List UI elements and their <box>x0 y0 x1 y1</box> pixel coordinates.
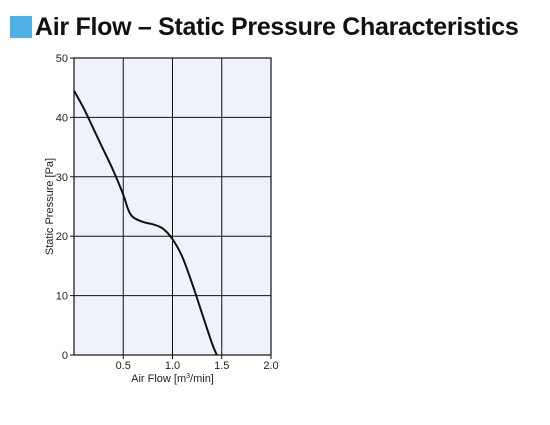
x-axis-label: Air Flow [m3/min] <box>131 373 214 385</box>
page-title: Air Flow – Static Pressure Characteristi… <box>35 12 519 41</box>
x-tick-label: 0.5 <box>116 360 131 372</box>
x-tick-label: 1.0 <box>165 360 180 372</box>
y-tick-label: 0 <box>62 350 68 362</box>
y-tick-label: 30 <box>56 172 68 184</box>
series-line <box>73 90 218 356</box>
chart-heading: Air Flow – Static Pressure Characteristi… <box>10 12 519 42</box>
y-axis-label: Static Pressure [Pa] <box>44 158 56 255</box>
y-tick-label: 20 <box>56 231 68 243</box>
y-tick-label: 40 <box>56 112 68 124</box>
tick-labels: 0 10 20 30 40 50 0.5 1.0 1.5 2.0 <box>56 53 279 372</box>
x-tick-label: 2.0 <box>263 360 278 372</box>
y-tick-label: 50 <box>56 53 68 65</box>
heading-square-icon <box>10 16 32 38</box>
x-tick-label: 1.5 <box>214 360 229 372</box>
y-tick-label: 10 <box>56 291 68 303</box>
